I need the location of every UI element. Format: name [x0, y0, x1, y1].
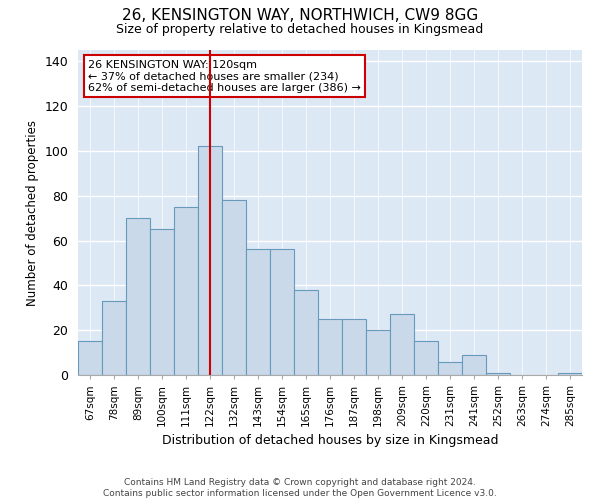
Bar [462, 355, 486, 375]
Bar [390, 314, 414, 375]
Bar [126, 218, 150, 375]
Y-axis label: Number of detached properties: Number of detached properties [26, 120, 39, 306]
Bar [246, 250, 270, 375]
Bar [414, 342, 438, 375]
Bar [150, 230, 174, 375]
Bar [222, 200, 246, 375]
Text: 26 KENSINGTON WAY: 120sqm
← 37% of detached houses are smaller (234)
62% of semi: 26 KENSINGTON WAY: 120sqm ← 37% of detac… [88, 60, 361, 93]
Text: 26, KENSINGTON WAY, NORTHWICH, CW9 8GG: 26, KENSINGTON WAY, NORTHWICH, CW9 8GG [122, 8, 478, 22]
Bar [558, 373, 582, 375]
Bar [294, 290, 318, 375]
Bar [366, 330, 390, 375]
Text: Contains HM Land Registry data © Crown copyright and database right 2024.
Contai: Contains HM Land Registry data © Crown c… [103, 478, 497, 498]
Bar [486, 373, 510, 375]
Bar [198, 146, 222, 375]
Text: Size of property relative to detached houses in Kingsmead: Size of property relative to detached ho… [116, 22, 484, 36]
X-axis label: Distribution of detached houses by size in Kingsmead: Distribution of detached houses by size … [162, 434, 498, 448]
Bar [174, 207, 198, 375]
Bar [342, 319, 366, 375]
Bar [318, 319, 342, 375]
Bar [102, 301, 126, 375]
Bar [438, 362, 462, 375]
Bar [270, 250, 294, 375]
Bar [78, 342, 102, 375]
